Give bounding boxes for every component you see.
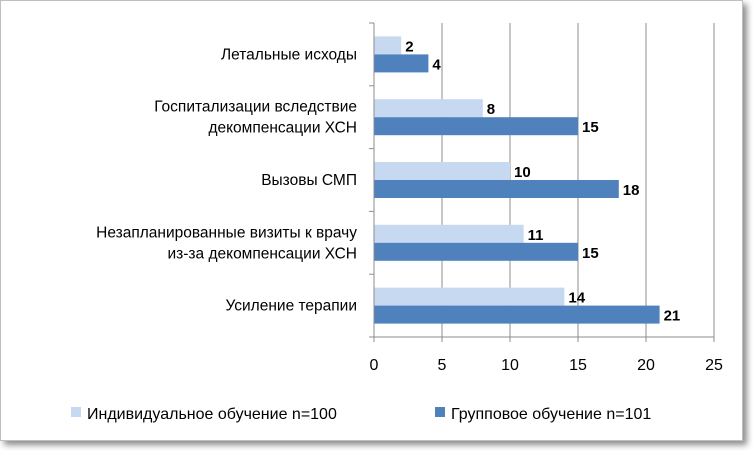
category-label: из-за декомпенсации ХСН	[167, 245, 357, 262]
legend-swatch-1	[71, 407, 81, 417]
axes	[369, 22, 715, 342]
category-label: Вызовы СМП	[261, 172, 357, 189]
data-label: 10	[514, 164, 531, 181]
bar-series2-cat1	[374, 54, 429, 73]
x-tick-label: 20	[637, 357, 655, 374]
data-label: 21	[664, 308, 681, 325]
bar-series1-cat1	[374, 36, 402, 55]
category-label: декомпенсации ХСН	[208, 120, 357, 137]
bar-series2-cat2	[374, 117, 578, 136]
data-label: 8	[487, 101, 495, 118]
category-label: Усиление терапии	[225, 298, 357, 315]
x-tick-label: 0	[370, 357, 379, 374]
legend-entry-2: Групповое обучение n=101	[451, 406, 651, 423]
chart-container: 0 5 10 15 20 25 2 4 Летальные исходы 8 15 Госпитали…	[0, 0, 743, 441]
bars	[374, 36, 660, 324]
x-tick-label: 10	[501, 357, 519, 374]
category-label: Незапланированные визиты к врачу	[96, 224, 357, 241]
bar-series1-cat2	[374, 99, 483, 118]
category-label: Летальные исходы	[221, 46, 357, 63]
legend: Индивидуальное обучение n=100 Групповое о…	[71, 406, 651, 423]
category-label: Госпитализации вследствие	[154, 99, 357, 116]
x-tick-label: 5	[438, 357, 447, 374]
bar-series1-cat3	[374, 162, 510, 180]
data-label: 14	[568, 290, 585, 307]
data-label: 15	[582, 119, 599, 136]
legend-entry-1: Индивидуальное обучение n=100	[87, 406, 337, 423]
legend-swatch-2	[435, 407, 445, 417]
x-tick-label: 15	[569, 357, 587, 374]
bar-series2-cat5	[374, 305, 660, 324]
data-label: 4	[432, 56, 441, 73]
bar-series1-cat5	[374, 287, 565, 306]
bar-series2-cat4	[374, 242, 578, 261]
bar-chart: 0 5 10 15 20 25 2 4 Летальные исходы 8 15 Госпитали…	[71, 22, 723, 423]
data-label: 15	[582, 245, 599, 262]
bar-series2-cat3	[374, 180, 619, 198]
data-label: 11	[528, 227, 544, 244]
data-label: 18	[623, 182, 640, 199]
labels: 0 5 10 15 20 25 2 4 Летальные исходы 8 15 Госпитали…	[96, 38, 723, 374]
x-tick-label: 25	[705, 357, 723, 374]
data-label: 2	[405, 38, 413, 55]
bar-series1-cat4	[374, 224, 524, 243]
